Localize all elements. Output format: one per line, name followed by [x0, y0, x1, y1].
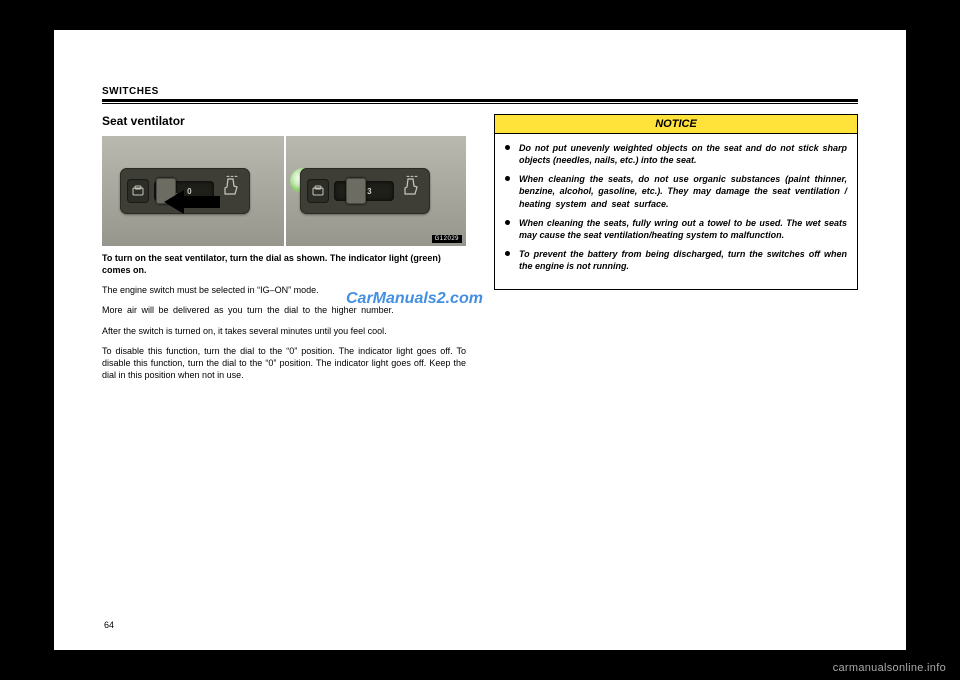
seat-vent-icon: [399, 174, 423, 198]
left-column: Seat ventilator 1 0: [102, 114, 466, 389]
figure-label: G12029: [432, 235, 462, 243]
right-column: NOTICE Do not put unevenly weighted obje…: [494, 114, 858, 389]
manual-page: SWITCHES Seat ventilator 1 0: [54, 30, 906, 650]
section-header: SWITCHES: [102, 86, 858, 97]
dial-knob-right: [346, 178, 366, 204]
notice-title: NOTICE: [495, 115, 857, 134]
notice-item: To prevent the battery from being discha…: [505, 248, 847, 272]
columns: Seat ventilator 1 0: [102, 114, 858, 389]
dial-panel-right: 2 3: [300, 168, 430, 214]
footer-text: carmanualsonline.info: [833, 662, 946, 674]
memory-button-icon: [127, 179, 149, 203]
notice-item: Do not put unevenly weighted objects on …: [505, 142, 847, 166]
seat-vent-icon: [219, 174, 243, 198]
notice-item: When cleaning the seats, fully wring out…: [505, 217, 847, 241]
memory-button-icon: [307, 179, 329, 203]
content-area: SWITCHES Seat ventilator 1 0: [102, 86, 858, 630]
figure: 1 0: [102, 136, 466, 246]
rule-thick: [102, 99, 858, 102]
body-paragraph: More air will be delivered as you turn t…: [102, 304, 466, 316]
notice-body: Do not put unevenly weighted objects on …: [495, 134, 857, 289]
notice-item: When cleaning the seats, do not use orga…: [505, 173, 847, 209]
body-paragraph: The engine switch must be selected in “I…: [102, 284, 466, 296]
rule-thin: [102, 103, 858, 104]
notice-box: NOTICE Do not put unevenly weighted obje…: [494, 114, 858, 290]
body-paragraph: After the switch is turned on, it takes …: [102, 325, 466, 337]
section-title: Seat ventilator: [102, 114, 466, 128]
lead-in-text: To turn on the seat ventilator, turn the…: [102, 252, 466, 276]
page-number: 64: [104, 620, 114, 630]
body-paragraph: To disable this function, turn the dial …: [102, 345, 466, 381]
arrow-icon: [164, 190, 220, 214]
